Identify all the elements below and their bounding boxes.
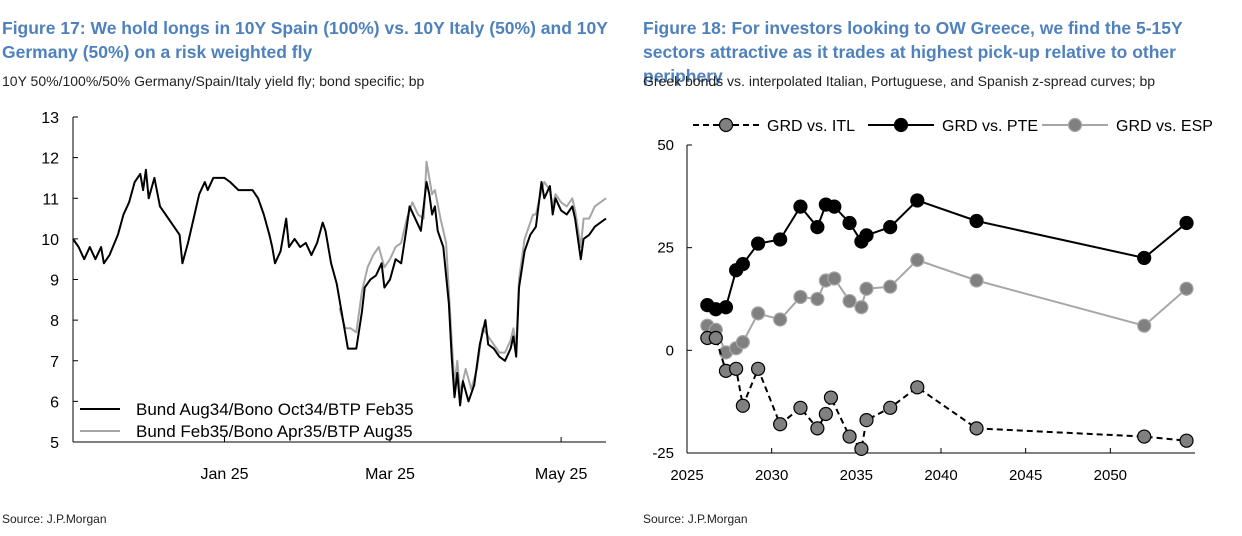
figure-17-chart: 5 6 7 8 9 10 11 12 13 Jan 25 Mar 25 May 25 Bund Aug3… [41,110,607,483]
legend-label: GRD vs. PTE [942,118,1038,135]
x-tick-label: Jan 25 [200,466,248,483]
legend-label: Bund Feb35/Bono Apr35/BTP Aug35 [136,422,413,441]
point-grd-vs-itl [823,390,839,405]
point-grd-vs-esp [842,293,857,309]
series-line-bund-feb35 [338,160,607,395]
figure-18-panel: Figure 18: For investors looking to OW G… [640,0,1242,536]
figure-17-title: Figure 17: We hold longs in 10Y Spain (1… [2,18,608,62]
point-grd-vs-pte [859,228,874,243]
point-grd-vs-esp [1137,318,1152,333]
point-grd-vs-pte [735,256,750,272]
y-tick-label: 8 [50,313,59,330]
y-tick-label: -25 [652,445,674,462]
x-tick-label: 2045 [1009,467,1042,484]
point-grd-vs-esp [735,335,750,350]
point-grd-vs-itl [842,429,857,444]
legend-label: GRD vs. ESP [1116,118,1213,135]
point-grd-vs-pte [883,220,898,235]
point-grd-vs-itl [751,361,766,376]
figure-17-panel: Figure 17: We hold longs in 10Y Spain (1… [0,0,620,536]
point-grd-vs-itl [810,421,825,436]
point-grd-vs-itl [1137,429,1152,444]
point-grd-vs-itl [729,361,744,376]
point-grd-vs-esp [969,273,984,288]
point-grd-vs-pte [842,215,857,231]
point-grd-vs-esp [859,281,874,296]
point-grd-vs-esp [773,312,788,327]
point-grd-vs-itl [773,417,788,432]
point-grd-vs-pte [910,193,925,208]
point-grd-vs-esp [1179,281,1194,296]
x-tick-label: 2030 [755,467,788,484]
legend-marker [1067,117,1083,133]
point-grd-vs-pte [1137,250,1152,266]
series-line-grd-vs-itl [707,337,1187,452]
point-grd-vs-itl [1179,433,1194,448]
series-line-bund-aug34 [72,168,607,407]
x-tick-label: 2025 [670,467,703,484]
x-tick-label: May 25 [535,466,588,483]
legend-label: Bund Aug34/Bono Oct34/BTP Feb35 [136,400,414,419]
point-grd-vs-pte [751,236,766,251]
figure-18-source: Source: J.P.Morgan [643,512,748,526]
point-grd-vs-esp [910,252,925,268]
point-grd-vs-itl [854,441,869,456]
y-tick-label: 12 [41,151,59,168]
y-tick-label: 7 [50,354,59,371]
y-tick-label: 11 [42,191,59,208]
point-grd-vs-itl [969,421,984,436]
series-line-grd-vs-pte [706,199,1188,311]
figure-18-title: Figure 18: For investors looking to OW G… [643,18,1183,86]
figure-17-source: Source: J.P.Morgan [2,512,107,526]
figure-18-chart: -25 0 25 50 2025 2030 2035 2040 2045 2050 GRD vs. … [652,117,1213,484]
y-tick-label: 6 [50,394,59,411]
figure-17-subtitle: 10Y 50%/100%/50% Germany/Spain/Italy yie… [2,73,425,89]
point-grd-vs-esp [827,271,842,286]
point-grd-vs-esp [883,279,898,294]
legend-marker [718,117,734,133]
point-grd-vs-pte [793,199,808,214]
point-grd-vs-esp [751,306,766,321]
y-tick-label: 10 [41,232,59,249]
y-tick-label: 13 [41,110,59,127]
point-grd-vs-pte [810,220,825,235]
point-grd-vs-esp [854,300,869,315]
point-grd-vs-itl [708,330,723,346]
point-grd-vs-pte [1179,215,1194,231]
point-grd-vs-itl [818,406,833,422]
point-grd-vs-pte [969,213,984,229]
x-tick-label: 2035 [840,467,873,484]
x-tick-label: 2050 [1094,467,1127,484]
y-tick-label: 25 [657,240,674,257]
point-grd-vs-pte [773,232,788,247]
series-line-grd-vs-esp [706,258,1188,354]
x-tick-label: Mar 25 [365,466,415,483]
point-grd-vs-itl [910,380,925,395]
legend-label: GRD vs. ITL [767,118,855,135]
point-grd-vs-esp [793,289,808,305]
x-tick-label: 2040 [924,467,957,484]
point-grd-vs-esp [810,291,825,307]
point-grd-vs-itl [883,400,898,415]
y-tick-label: 50 [657,137,674,154]
point-grd-vs-pte [827,199,842,214]
point-grd-vs-itl [735,398,750,413]
point-grd-vs-itl [793,400,808,415]
figure-18-subtitle: Greek bonds vs. interpolated Italian, Po… [643,73,1156,89]
point-grd-vs-pte [718,300,734,315]
y-tick-label: 9 [50,273,59,290]
legend-marker [893,117,909,133]
y-tick-label: 5 [50,435,59,452]
point-grd-vs-itl [859,413,874,428]
y-tick-label: 0 [666,342,674,359]
